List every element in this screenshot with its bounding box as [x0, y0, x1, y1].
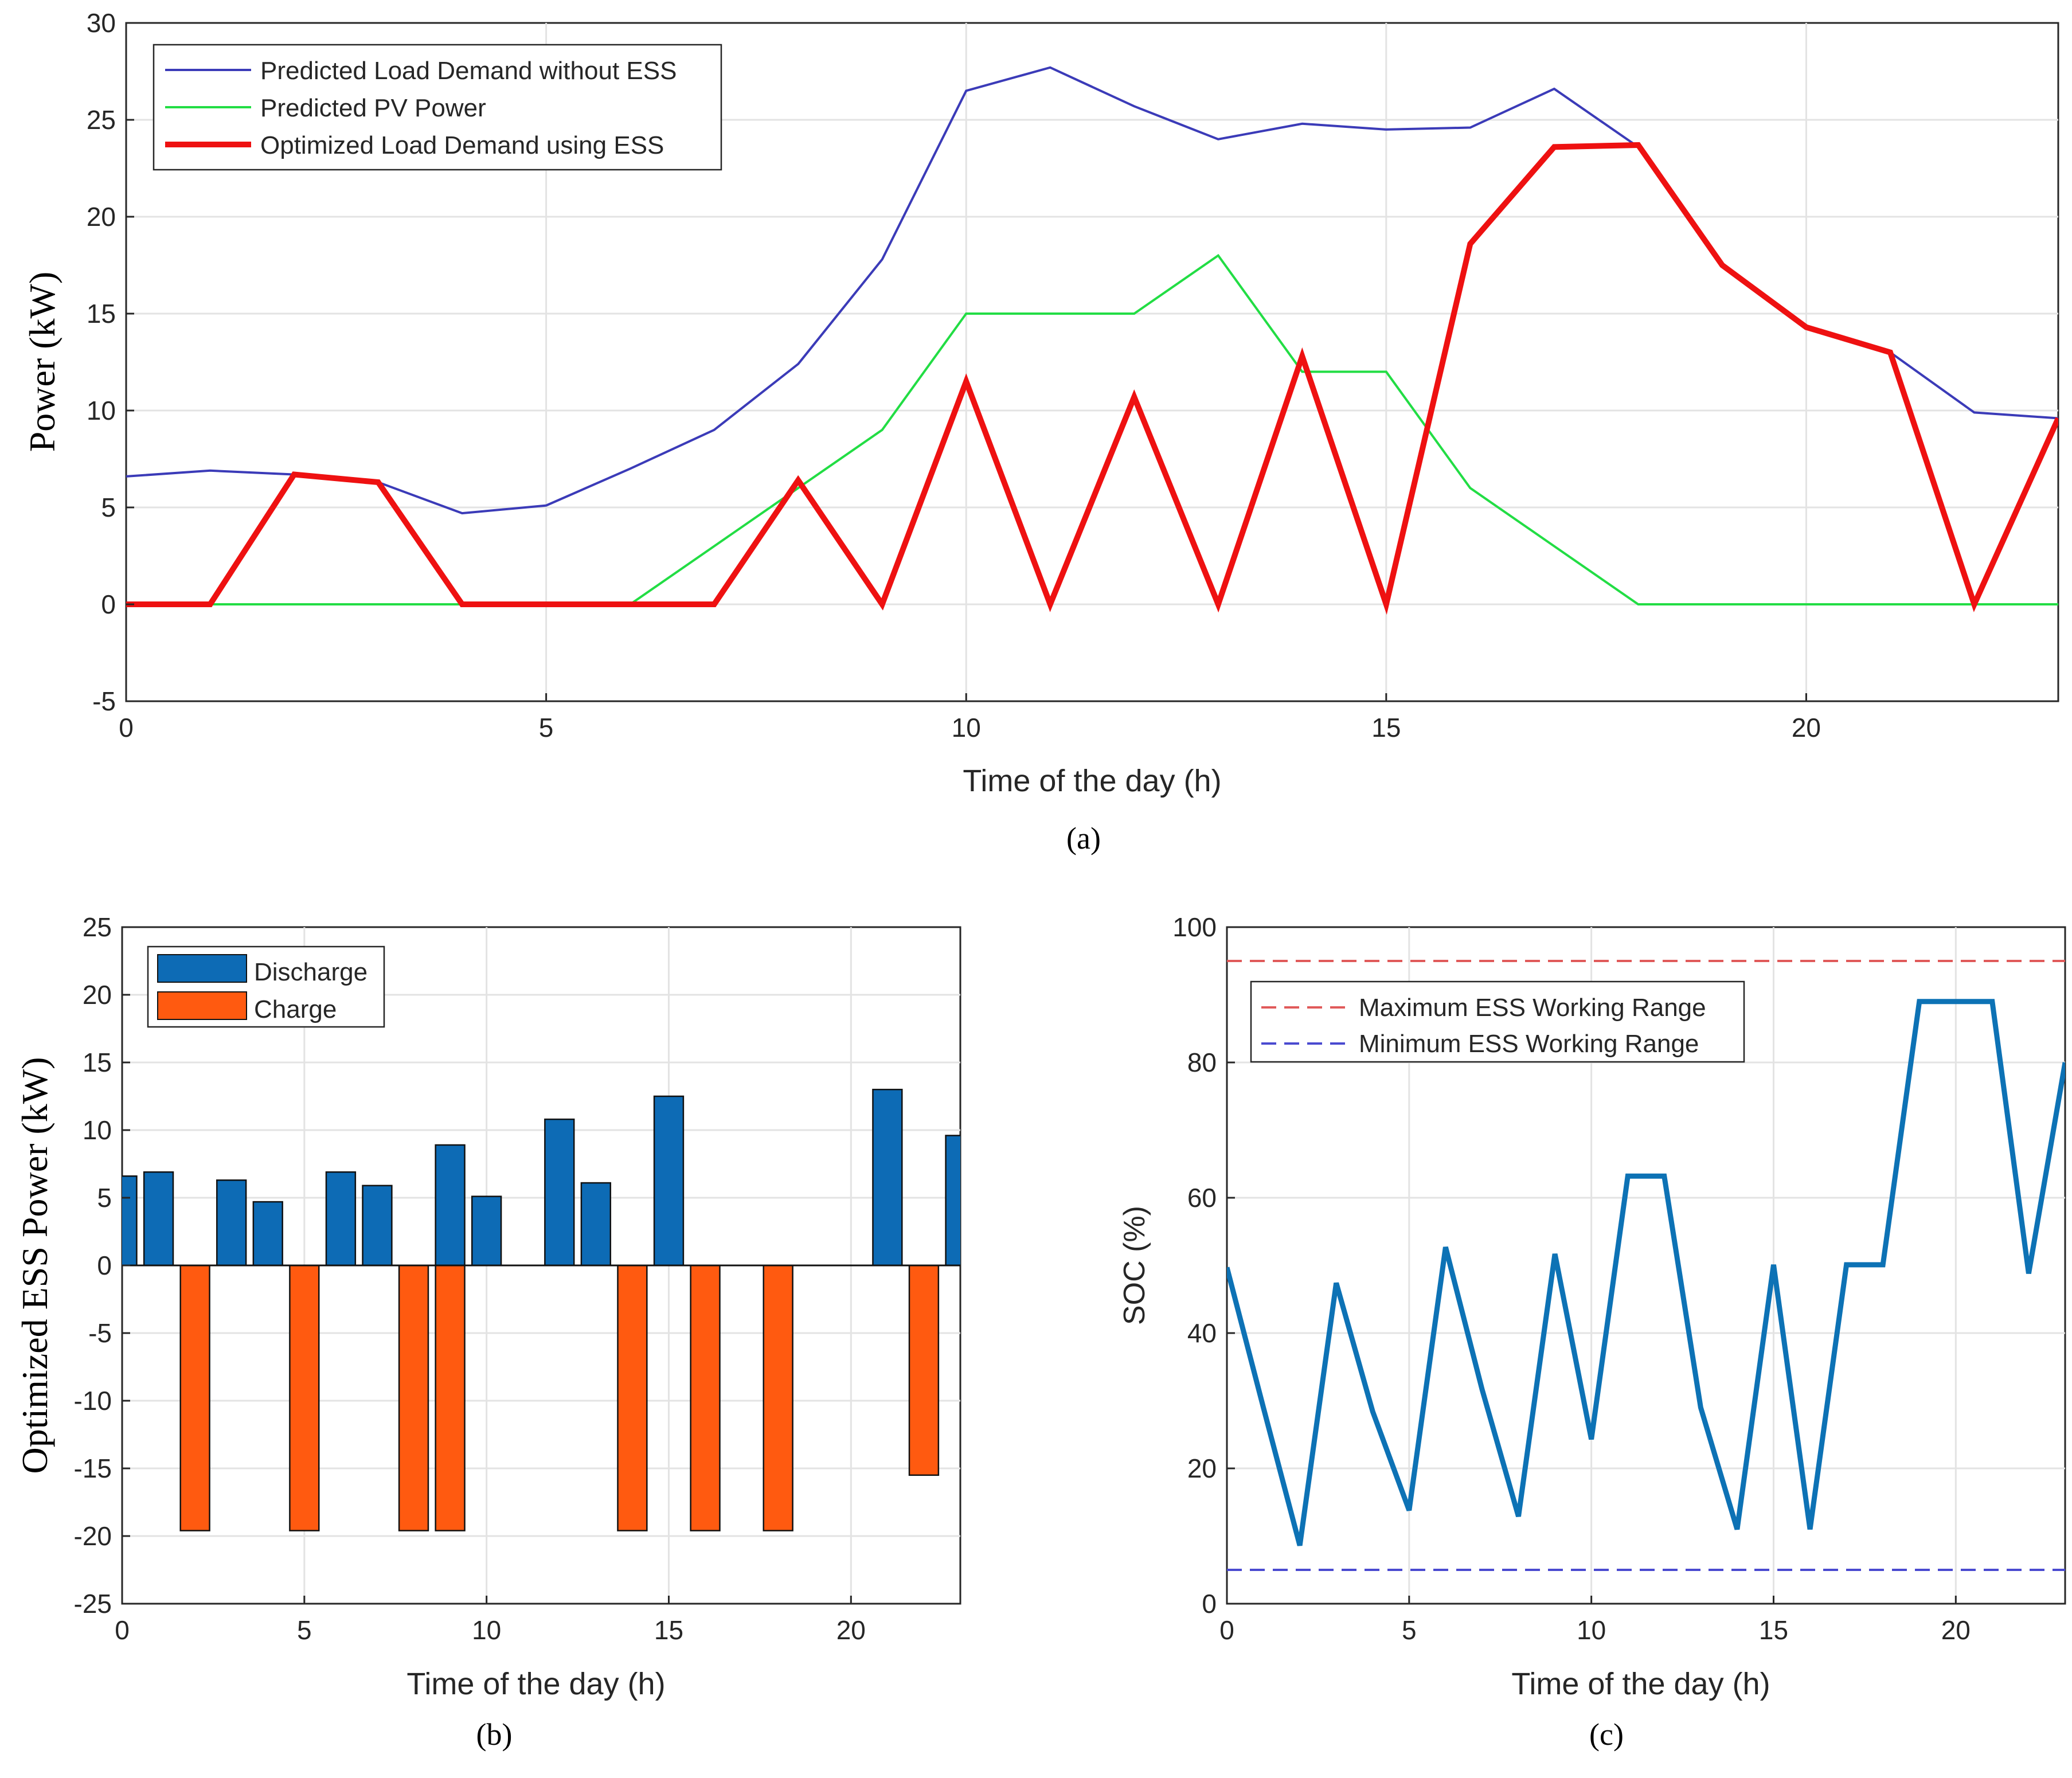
- panel-a-ytick-label: 0: [101, 589, 116, 619]
- panel-c-ytick-label: 40: [1187, 1318, 1217, 1348]
- discharge-bar: [435, 1144, 466, 1267]
- panel-a-legend: Predicted Load Demand without ESS Predic…: [153, 44, 722, 171]
- panel-c-chart: 0 5 10 15 20 0 20 40 60 80 100 Time of the day (h)…: [1118, 912, 2066, 1752]
- discharge-bar: [580, 1182, 612, 1267]
- charge-bar: [617, 1264, 648, 1531]
- panel-c-xlabel: Time of the day (h): [1511, 1667, 1770, 1701]
- charge-bar: [398, 1264, 429, 1531]
- panel-a-ylabel: Power (kW): [22, 272, 62, 452]
- legend-label-discharge: Discharge: [254, 958, 368, 986]
- panel-a-xtick-label: 5: [539, 713, 554, 743]
- panel-c-ytick-label: 100: [1172, 912, 1217, 942]
- panel-c-ytick-label: 60: [1187, 1183, 1217, 1213]
- charge-bar: [435, 1264, 466, 1531]
- panel-a-xtick-label: 15: [1371, 713, 1401, 743]
- panel-b-ytick-label: 5: [97, 1183, 112, 1213]
- panel-b-xlabel: Time of the day (h): [406, 1667, 665, 1701]
- panel-b-caption: (b): [476, 1717, 513, 1752]
- panel-a-ytick-label: 15: [87, 299, 116, 329]
- panel-b-ytick-label: -10: [74, 1386, 112, 1416]
- discharge-bar: [653, 1095, 685, 1267]
- panel-c-legend: Maximum ESS Working Range Minimum ESS Wo…: [1250, 980, 1745, 1063]
- discharge-bar: [122, 1175, 138, 1267]
- panel-c-caption: (c): [1589, 1717, 1624, 1752]
- panel-c-ytick-label: 80: [1187, 1048, 1217, 1077]
- legend-label-optimized-load: Optimized Load Demand using ESS: [260, 131, 664, 159]
- legend-label-pv-power: Predicted PV Power: [260, 94, 486, 122]
- panel-a-caption: (a): [1066, 821, 1101, 855]
- panel-c-xtick-label: 0: [1219, 1615, 1234, 1645]
- panel-b-ytick-label: -15: [74, 1453, 112, 1483]
- panel-a-ytick-label: 10: [87, 396, 116, 425]
- charge-bar: [690, 1264, 721, 1531]
- panel-a-xtick-label: 20: [1792, 713, 1821, 743]
- soc-line: [1227, 999, 2065, 1546]
- panel-b-xtick-label: 15: [654, 1615, 683, 1645]
- panel-b-ytick-label: 15: [83, 1048, 112, 1077]
- panel-a-ytick-label: 5: [101, 493, 116, 522]
- panel-b-xtick-label: 0: [115, 1615, 130, 1645]
- panel-b-ylabel: Optimized ESS Power (kW): [14, 1057, 55, 1474]
- panel-c-legend-box: [1250, 980, 1745, 1063]
- discharge-bar: [143, 1171, 174, 1267]
- panel-c-ytick-label: 0: [1202, 1589, 1217, 1619]
- series-optimized-load-line: [126, 142, 2058, 615]
- charge-bar: [908, 1264, 940, 1476]
- discharge-bar: [945, 1135, 960, 1267]
- legend-swatch-charge: [157, 991, 247, 1020]
- panel-a-xtick-label: 0: [119, 713, 134, 743]
- panel-a-ytick-label: 30: [87, 8, 116, 38]
- panel-b-ytick-label: 10: [83, 1115, 112, 1145]
- panel-c-plot-area: [1226, 926, 2066, 1605]
- charge-bar: [289, 1264, 320, 1531]
- panel-c-xtick-label: 20: [1941, 1615, 1971, 1645]
- discharge-bar: [872, 1088, 903, 1267]
- panel-c-ytick-label: 20: [1187, 1453, 1217, 1483]
- panel-b-ytick-label: -25: [74, 1589, 112, 1619]
- panel-b-legend: Discharge Charge: [147, 945, 385, 1028]
- panel-c-xtick-label: 10: [1577, 1615, 1606, 1645]
- panel-a-ytick-label: -5: [92, 686, 116, 716]
- panel-a-plot-area: [125, 22, 2059, 702]
- discharge-bar: [362, 1185, 393, 1267]
- panel-b-ytick-label: -5: [88, 1318, 112, 1348]
- charge-bar: [763, 1264, 793, 1531]
- panel-b-ytick-label: -20: [74, 1521, 112, 1551]
- legend-label-charge: Charge: [254, 995, 337, 1023]
- charge-bar: [179, 1264, 210, 1531]
- panel-b-xtick-label: 10: [472, 1615, 501, 1645]
- panel-a-xlabel: Time of the day (h): [963, 764, 1221, 798]
- legend-label-min-range: Minimum ESS Working Range: [1359, 1030, 1699, 1058]
- panel-b-xtick-label: 5: [297, 1615, 312, 1645]
- series-pv-power-line: [126, 253, 2058, 605]
- panel-b-chart: 0 5 10 15 20 -25 -20 -15 -10 -5 0 5 10 15 20 25 Time of…: [14, 912, 961, 1752]
- legend-label-max-range: Maximum ESS Working Range: [1359, 994, 1706, 1022]
- panel-c-xtick-label: 5: [1402, 1615, 1417, 1645]
- panel-c-ylabel: SOC (%): [1118, 1206, 1151, 1325]
- panel-a-ytick-label: 20: [87, 202, 116, 232]
- panel-b-ytick-label: 0: [97, 1251, 112, 1280]
- discharge-bar: [471, 1195, 502, 1267]
- panel-a-xtick-label: 10: [952, 713, 981, 743]
- panel-a-ytick-label: 25: [87, 105, 116, 135]
- discharge-bar: [544, 1118, 575, 1267]
- legend-label-load-demand: Predicted Load Demand without ESS: [260, 57, 677, 85]
- panel-c-xtick-label: 15: [1759, 1615, 1788, 1645]
- legend-swatch-discharge: [157, 954, 247, 983]
- discharge-bar: [216, 1179, 247, 1267]
- panel-b-ytick-label: 25: [83, 912, 112, 942]
- panel-b-ytick-label: 20: [83, 980, 112, 1010]
- panel-b-xtick-label: 20: [836, 1615, 866, 1645]
- discharge-bar: [252, 1201, 283, 1267]
- discharge-bar: [325, 1171, 357, 1267]
